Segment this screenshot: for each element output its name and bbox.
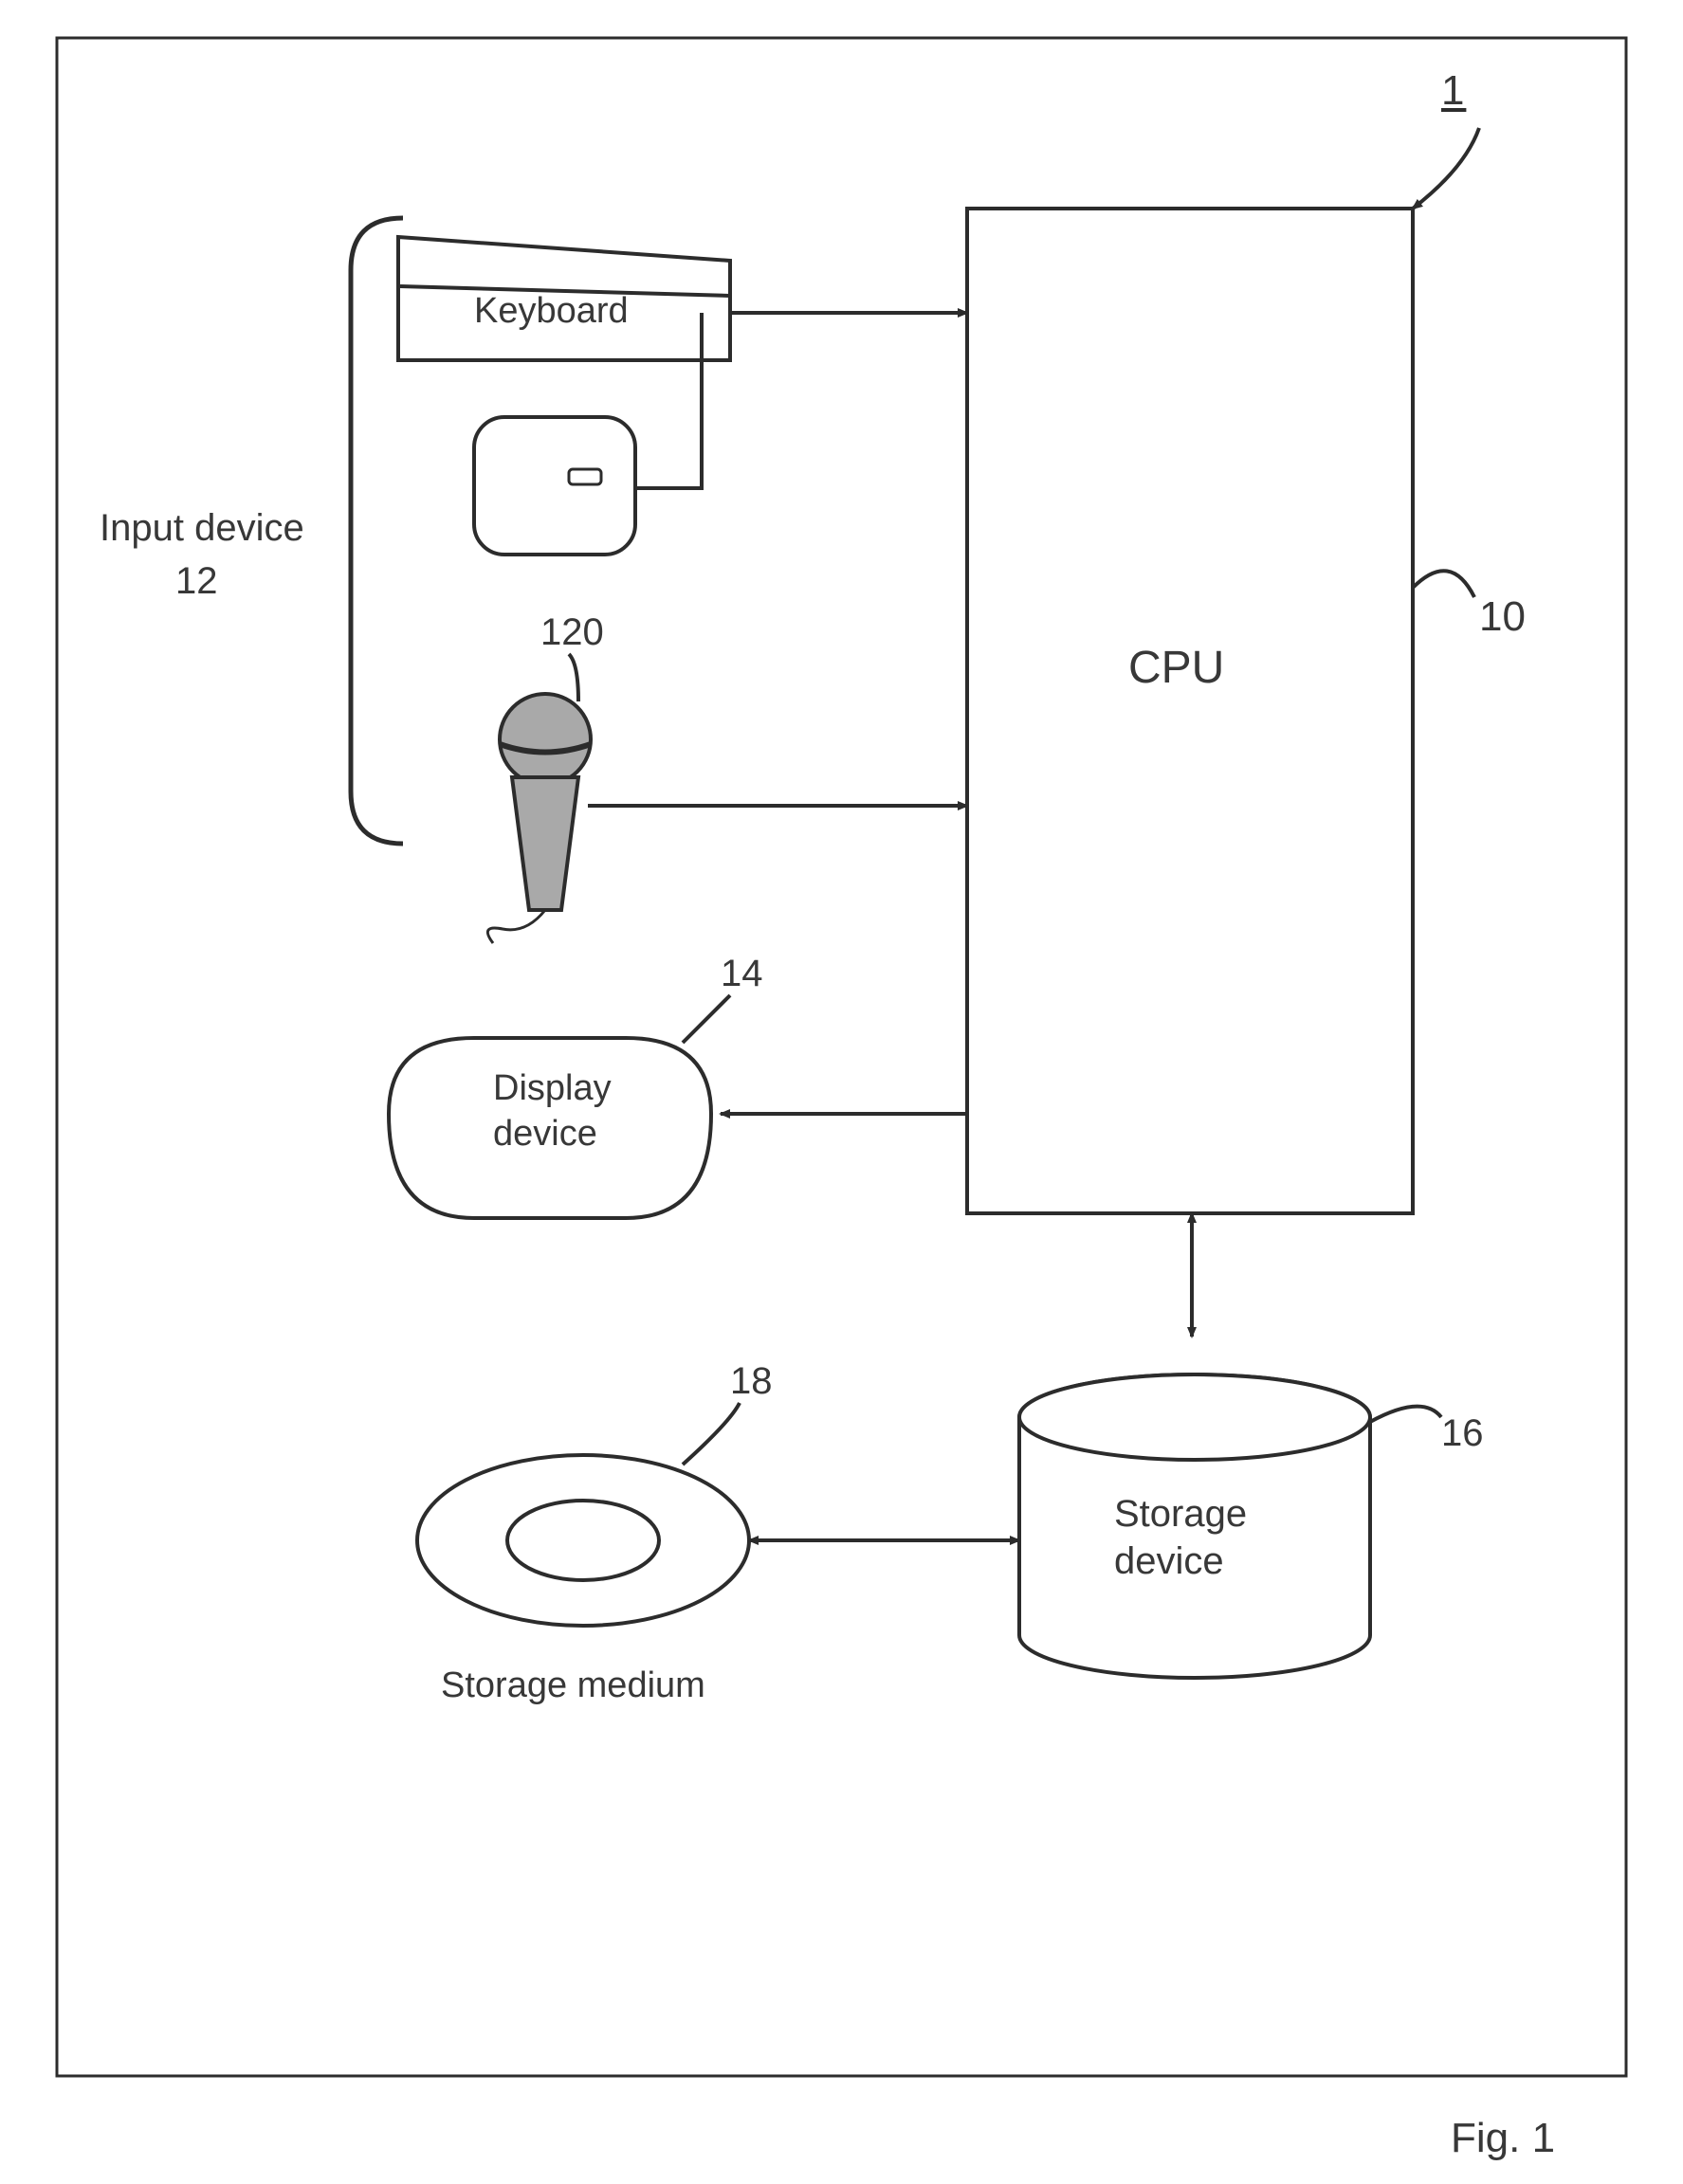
- svg-text:Input device: Input device: [100, 507, 304, 549]
- svg-text:1: 1: [1441, 67, 1464, 114]
- svg-text:CPU: CPU: [1128, 643, 1224, 693]
- svg-text:18: 18: [730, 1360, 773, 1402]
- svg-text:Storage: Storage: [1114, 1493, 1247, 1535]
- svg-text:120: 120: [540, 611, 604, 653]
- svg-text:12: 12: [175, 560, 218, 602]
- svg-text:14: 14: [721, 953, 763, 994]
- svg-text:Fig. 1: Fig. 1: [1451, 2115, 1555, 2161]
- svg-text:Keyboard: Keyboard: [474, 291, 629, 331]
- svg-text:10: 10: [1479, 593, 1526, 640]
- svg-text:device: device: [493, 1114, 597, 1154]
- svg-text:16: 16: [1441, 1412, 1484, 1454]
- svg-text:Storage medium: Storage medium: [441, 1665, 705, 1705]
- svg-text:Display: Display: [493, 1068, 612, 1108]
- svg-text:device: device: [1114, 1540, 1224, 1582]
